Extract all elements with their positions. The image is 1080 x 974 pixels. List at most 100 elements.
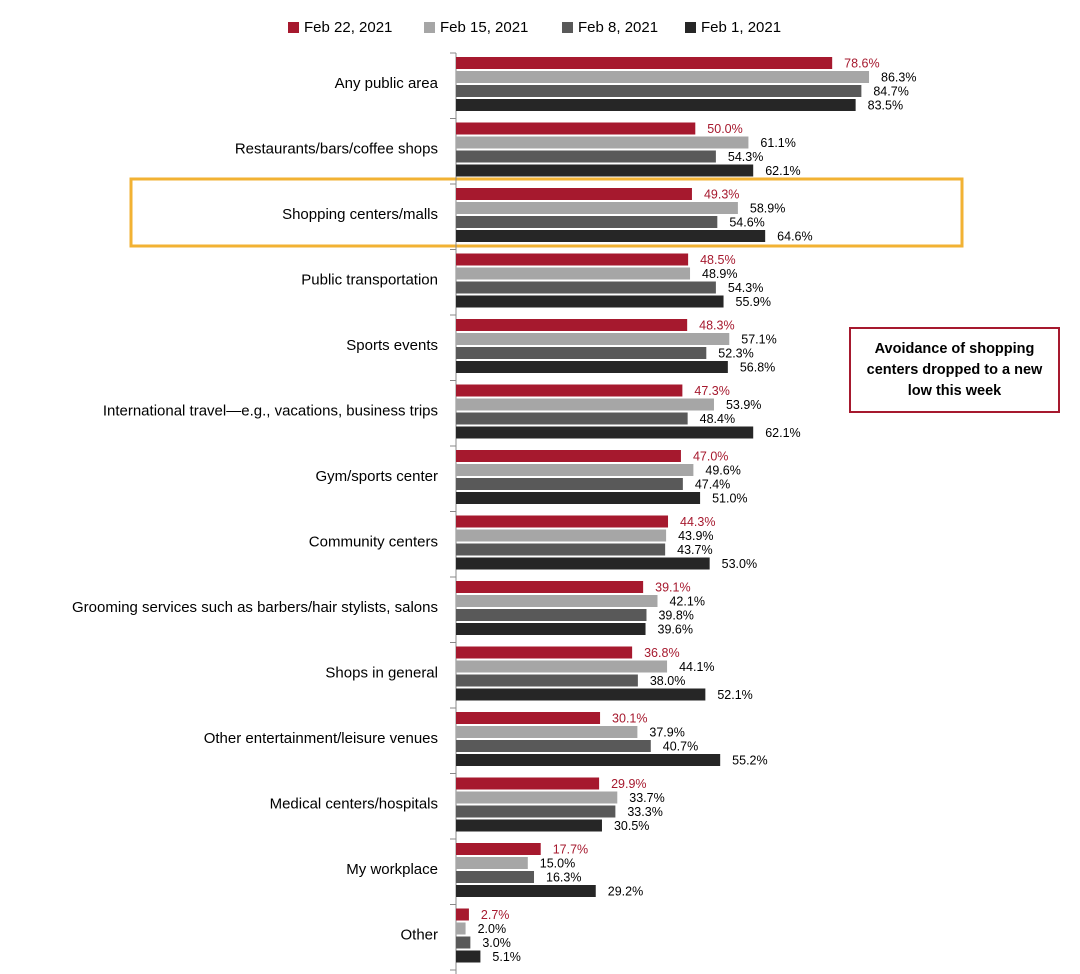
value-label: 56.8% — [740, 360, 775, 374]
bar — [456, 384, 683, 397]
value-label: 29.2% — [608, 884, 643, 898]
bar — [456, 267, 691, 280]
value-label: 5.1% — [492, 950, 520, 964]
bar — [456, 99, 856, 111]
value-label: 33.7% — [629, 791, 664, 805]
value-label: 50.0% — [707, 122, 742, 136]
category-label: Gym/sports center — [315, 468, 438, 485]
bar — [456, 581, 644, 593]
legend-label: Feb 8, 2021 — [578, 19, 658, 36]
value-label: 48.3% — [699, 318, 734, 332]
category-label: Public transportation — [301, 271, 438, 288]
bar — [456, 791, 618, 804]
value-label: 36.8% — [644, 646, 679, 660]
value-label: 64.6% — [777, 229, 812, 243]
value-label: 83.5% — [868, 98, 903, 112]
highlight-box — [129, 177, 964, 248]
bar — [456, 412, 688, 425]
category-label: Shops in general — [325, 664, 438, 681]
bar — [456, 623, 646, 635]
category-label: Restaurants/bars/coffee shops — [235, 140, 438, 157]
value-label: 54.3% — [728, 281, 763, 295]
bar — [456, 85, 862, 97]
annotation: Avoidance of shopping centers dropped to… — [849, 327, 1060, 413]
bar — [456, 936, 471, 949]
value-label: 43.7% — [677, 543, 712, 557]
bar — [456, 726, 638, 738]
bar — [456, 122, 696, 135]
bar — [456, 136, 749, 149]
value-label: 62.1% — [765, 426, 800, 440]
bar — [456, 557, 710, 570]
value-label: 52.1% — [717, 688, 752, 702]
bar — [456, 230, 766, 242]
legend-swatch — [288, 22, 299, 33]
legend-label: Feb 15, 2021 — [440, 19, 528, 36]
bar — [456, 908, 469, 921]
bar — [456, 398, 714, 411]
category-label: Sports events — [346, 337, 438, 354]
bar — [456, 609, 647, 621]
bar — [456, 529, 667, 542]
value-label: 47.4% — [695, 477, 730, 491]
value-label: 57.1% — [741, 332, 776, 346]
bar — [456, 674, 638, 687]
value-label: 49.6% — [705, 463, 740, 477]
bar — [456, 295, 724, 308]
value-label: 84.7% — [873, 84, 908, 98]
bar — [456, 492, 701, 504]
category-label: Other entertainment/leisure venues — [204, 730, 438, 747]
value-label: 48.5% — [700, 253, 735, 267]
value-label: 2.0% — [478, 922, 507, 936]
value-label: 17.7% — [553, 842, 588, 856]
bar — [456, 71, 870, 83]
value-label: 39.6% — [658, 622, 693, 636]
bar — [456, 57, 833, 69]
category-label: Community centers — [309, 533, 438, 550]
value-label: 58.9% — [750, 201, 785, 215]
value-label: 38.0% — [650, 674, 685, 688]
bar — [456, 361, 728, 373]
bar — [456, 843, 541, 855]
legend-label: Feb 1, 2021 — [701, 19, 781, 36]
category-label: Other — [400, 926, 438, 943]
value-label: 44.3% — [680, 515, 715, 529]
bar — [456, 281, 716, 294]
value-label: 54.6% — [729, 215, 764, 229]
bar — [456, 740, 651, 752]
bar — [456, 164, 754, 177]
bar — [456, 857, 528, 869]
value-label: 47.0% — [693, 449, 728, 463]
bar — [456, 805, 616, 818]
value-label: 30.1% — [612, 711, 647, 725]
value-label: 33.3% — [627, 805, 662, 819]
category-label: International travel—e.g., vacations, bu… — [103, 402, 438, 419]
category-label: My workplace — [346, 861, 438, 878]
bar — [456, 712, 601, 724]
bar — [456, 595, 658, 607]
value-label: 54.3% — [728, 150, 763, 164]
value-label: 52.3% — [718, 346, 753, 360]
bar — [456, 188, 692, 200]
category-label: Grooming services such as barbers/hair s… — [72, 599, 438, 616]
value-label: 51.0% — [712, 491, 747, 505]
bar — [456, 688, 706, 701]
value-label: 62.1% — [765, 164, 800, 178]
bar — [456, 885, 596, 897]
value-label: 30.5% — [614, 819, 649, 833]
value-label: 44.1% — [679, 660, 714, 674]
legend-swatch — [685, 22, 696, 33]
bar — [456, 660, 668, 673]
value-label: 53.0% — [722, 557, 757, 571]
bar — [456, 426, 754, 439]
bar — [456, 777, 600, 790]
bar — [456, 950, 481, 963]
value-label: 39.8% — [658, 608, 693, 622]
bar — [456, 922, 466, 935]
bar — [456, 150, 716, 163]
value-label: 55.2% — [732, 753, 767, 767]
value-label: 49.3% — [704, 187, 739, 201]
bar — [456, 754, 721, 766]
bar — [456, 478, 683, 490]
